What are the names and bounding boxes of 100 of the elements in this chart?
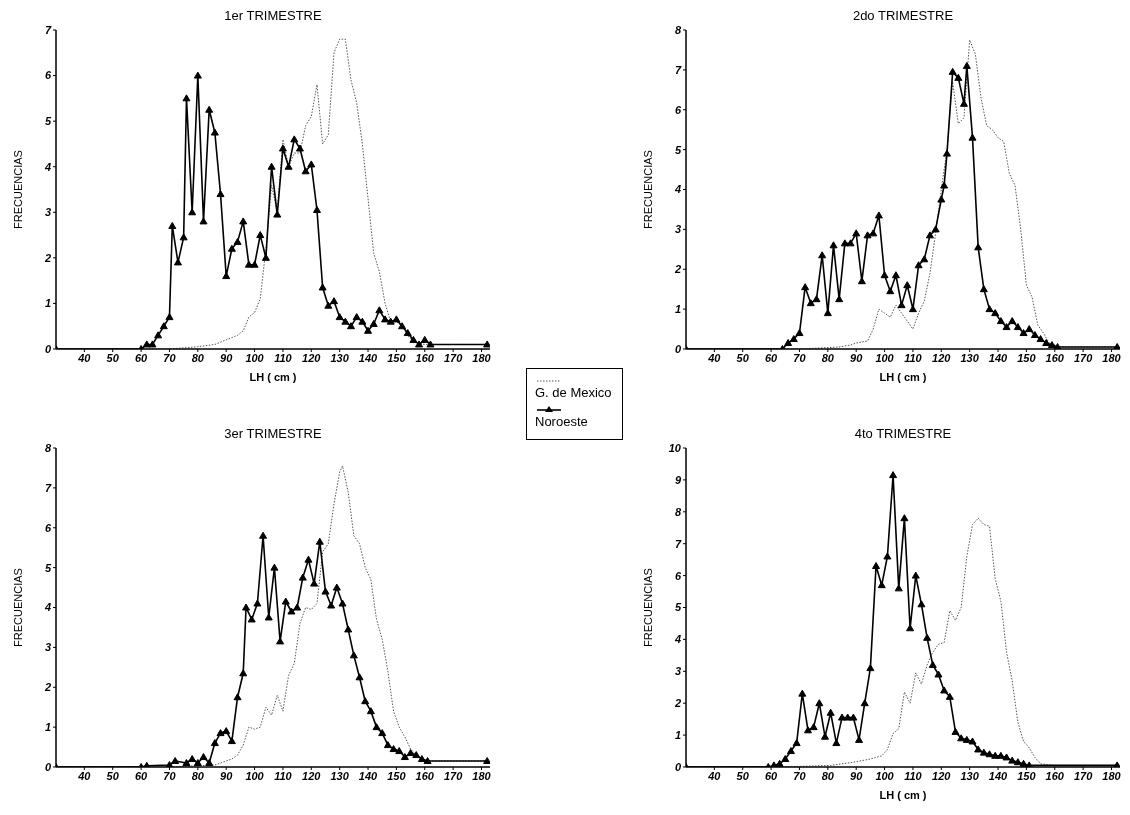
y-tick-label: 6 <box>674 103 682 116</box>
x-tick-label: 130 <box>960 351 980 364</box>
point <box>897 301 906 309</box>
point <box>372 723 381 731</box>
point <box>937 195 946 203</box>
point <box>1113 761 1120 767</box>
x-tick-label: 120 <box>932 769 952 782</box>
y-tick-label: 1 <box>674 729 681 742</box>
point <box>233 693 242 701</box>
point <box>974 745 983 753</box>
point <box>996 751 1005 759</box>
y-tick-label: 0 <box>44 760 52 773</box>
y-tick-label: 7 <box>674 63 682 76</box>
x-tick-label: 50 <box>736 769 750 782</box>
y-tick-label: 2 <box>43 251 51 264</box>
point <box>792 739 801 747</box>
x-tick-label: 170 <box>443 351 464 364</box>
x-tick-label: 80 <box>191 769 205 782</box>
x-tick-label: 180 <box>472 351 492 364</box>
point <box>894 584 903 592</box>
point <box>803 726 812 734</box>
x-tick-label: 130 <box>330 769 350 782</box>
point <box>979 748 988 756</box>
point <box>278 144 287 152</box>
point <box>242 603 251 611</box>
y-tick-label: 4 <box>43 601 51 614</box>
point <box>923 633 932 641</box>
point <box>361 697 370 705</box>
point <box>1008 317 1017 325</box>
x-tick-label: 70 <box>793 351 807 364</box>
y-tick-label: 3 <box>674 223 681 236</box>
point <box>338 599 347 607</box>
point <box>381 315 390 323</box>
y-tick-label: 2 <box>673 263 681 276</box>
point <box>996 317 1005 325</box>
point <box>321 587 330 595</box>
x-tick-label: 170 <box>1073 351 1094 364</box>
y-tick-label: 5 <box>674 601 682 614</box>
x-tick-label: 60 <box>134 769 149 782</box>
point <box>872 562 881 570</box>
point <box>222 727 231 735</box>
point <box>903 281 912 289</box>
point <box>341 317 350 325</box>
x-tick-label: 130 <box>330 351 350 364</box>
x-tick-label: 110 <box>274 351 293 364</box>
point <box>287 607 296 615</box>
x-tick-label: 150 <box>1017 351 1037 364</box>
point <box>801 283 810 291</box>
y-axis-title: FRECUENCIAS <box>641 568 654 647</box>
x-tick-label: 90 <box>850 769 864 782</box>
x-tick-label: 160 <box>415 351 435 364</box>
point <box>352 313 361 321</box>
y-tick-label: 7 <box>674 537 682 550</box>
x-tick-label: 120 <box>932 351 952 364</box>
point <box>369 319 378 327</box>
point <box>852 229 861 237</box>
y-tick-label: 9 <box>674 473 682 486</box>
point <box>979 285 988 293</box>
point <box>942 149 951 157</box>
x-tick-label: 160 <box>1045 769 1065 782</box>
x-tick-label: 60 <box>134 351 149 364</box>
point <box>832 739 841 747</box>
y-axis-title: FRECUENCIAS <box>11 568 24 647</box>
point <box>355 673 364 681</box>
point <box>1047 341 1056 349</box>
point <box>809 723 818 731</box>
point <box>931 225 940 233</box>
point <box>945 692 954 700</box>
point <box>1036 335 1045 343</box>
point <box>378 729 387 737</box>
x-tick-label: 150 <box>387 769 407 782</box>
point <box>483 340 490 348</box>
point <box>840 239 849 247</box>
x-tick-label: 140 <box>988 769 1009 782</box>
x-tick-label: 100 <box>245 351 265 364</box>
point <box>818 251 827 259</box>
point <box>244 260 253 268</box>
x-tick-label: 50 <box>736 351 750 364</box>
point <box>815 699 824 707</box>
x-axis-title: LH ( cm ) <box>878 789 928 801</box>
x-tick-label: 40 <box>77 769 92 782</box>
x-tick-label: 70 <box>163 351 177 364</box>
x-tick-label: 50 <box>106 351 120 364</box>
point <box>295 144 304 152</box>
point <box>1013 323 1022 331</box>
chart-title: 1er TRIMESTRE <box>224 8 322 23</box>
point <box>301 167 310 175</box>
y-tick-label: 4 <box>43 160 51 173</box>
point <box>934 670 943 678</box>
chart-title: 3er TRIMESTRE <box>224 426 322 441</box>
point <box>239 669 248 677</box>
x-tick-label: 170 <box>443 769 464 782</box>
point <box>1030 331 1039 339</box>
y-tick-label: 6 <box>44 69 52 82</box>
y-tick-label: 3 <box>44 641 51 654</box>
point <box>900 514 909 522</box>
y-tick-label: 7 <box>44 481 52 494</box>
x-tick-label: 90 <box>220 351 234 364</box>
point <box>250 260 259 268</box>
point <box>247 615 256 623</box>
